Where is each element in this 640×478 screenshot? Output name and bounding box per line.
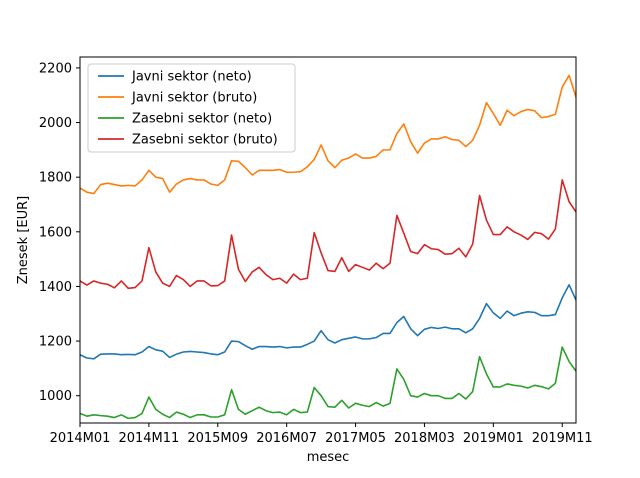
- x-axis-label: mesec: [307, 450, 350, 465]
- x-tick-label: 2019M01: [463, 431, 524, 446]
- x-tick-label: 2017M05: [325, 431, 386, 446]
- legend: Javni sektor (neto) Javni sektor (bruto) Z…: [87, 63, 296, 153]
- y-tick-label: 1600: [39, 225, 72, 240]
- y-tick-label: 1000: [39, 389, 72, 404]
- y-tick-label: 2200: [39, 61, 72, 76]
- axis-ticks: 2014M01 2014M11 2015M09 2016M07 2017M05 2018M…: [39, 61, 593, 446]
- x-tick-label: 2014M11: [118, 431, 179, 446]
- series-line-2: [80, 346, 576, 420]
- legend-entry-label: Zasebni sektor (bruto): [132, 133, 278, 148]
- legend-box: [87, 63, 296, 153]
- series-line-1: [80, 74, 576, 195]
- x-tick-label: 2015M09: [187, 431, 248, 446]
- x-tick-label: 2016M07: [256, 431, 317, 446]
- y-axis-label: Znesek [EUR]: [16, 196, 31, 284]
- y-tick-label: 1800: [39, 171, 72, 186]
- x-tick-label: 2018M03: [394, 431, 455, 446]
- y-tick-label: 1200: [39, 335, 72, 350]
- plot-frame: [79, 56, 577, 424]
- y-tick-label: 1400: [39, 280, 72, 295]
- series-line-0: [80, 283, 576, 360]
- legend-entry-label: Zasebni sektor (neto): [132, 112, 272, 127]
- legend-entry-label: Javni sektor (neto): [131, 70, 252, 85]
- series-lines: [80, 74, 576, 420]
- legend-entry-label: Javni sektor (bruto): [131, 91, 257, 106]
- series-line-3: [80, 179, 576, 290]
- x-tick-label: 2019M11: [532, 431, 593, 446]
- y-tick-label: 2000: [39, 116, 72, 131]
- x-tick-label: 2014M01: [50, 431, 111, 446]
